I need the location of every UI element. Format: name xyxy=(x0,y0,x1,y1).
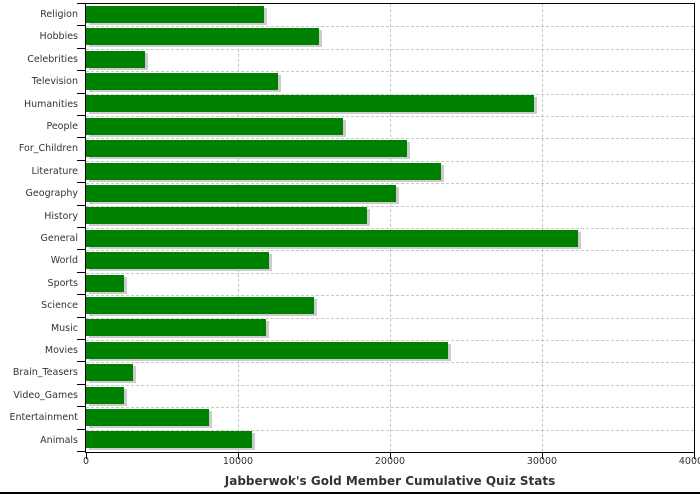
gridline-horizontal xyxy=(86,71,694,73)
gridline-horizontal xyxy=(86,407,694,409)
bar-general xyxy=(86,229,579,247)
gridline-horizontal xyxy=(86,205,694,207)
bar-religion xyxy=(86,5,264,23)
gridline-horizontal xyxy=(86,250,694,252)
gridline-horizontal xyxy=(86,340,694,341)
gridline-horizontal xyxy=(86,362,694,364)
category-label: General xyxy=(40,233,78,244)
y-tick-mark xyxy=(77,92,85,94)
bar-geography xyxy=(86,185,397,202)
y-tick-mark xyxy=(77,271,85,273)
category-label: Television xyxy=(31,76,78,88)
category-label: History xyxy=(44,210,78,222)
x-tick-mark xyxy=(390,453,391,459)
y-tick-mark xyxy=(77,3,85,4)
category-label: Brain_Teasers xyxy=(12,367,78,379)
x-tick-label: 30000 xyxy=(526,456,558,467)
gridline-horizontal xyxy=(86,295,694,297)
category-label: Movies xyxy=(44,345,78,356)
category-label: For_Children xyxy=(18,143,78,155)
y-tick-mark xyxy=(77,182,85,184)
category-label: Music xyxy=(50,322,78,334)
gridline-horizontal xyxy=(86,26,694,28)
category-label: Humanities xyxy=(23,98,78,110)
x-tick-label: 0 xyxy=(82,456,90,467)
category-label: Entertainment xyxy=(9,412,78,424)
y-tick-mark xyxy=(77,294,85,296)
y-tick-mark xyxy=(77,406,85,408)
gridline-horizontal xyxy=(86,93,694,95)
y-tick-mark xyxy=(77,361,85,363)
bar-celebrities xyxy=(86,50,145,68)
y-tick-mark xyxy=(77,339,85,340)
chart-title: Jabberwok's Gold Member Cumulative Quiz … xyxy=(224,474,556,488)
y-tick-mark xyxy=(77,316,85,318)
category-label: People xyxy=(46,121,78,132)
y-tick-mark xyxy=(77,428,85,430)
x-tick-label: 40000 xyxy=(678,456,700,467)
y-tick-mark xyxy=(77,204,85,206)
category-label: Video_Games xyxy=(13,389,78,401)
gridline-horizontal xyxy=(86,272,694,274)
bar-science xyxy=(86,297,314,314)
y-tick-mark xyxy=(77,25,85,27)
category-label: Science xyxy=(41,300,78,312)
gridline-horizontal xyxy=(86,228,694,229)
y-tick-mark xyxy=(77,227,85,228)
bar-for_children xyxy=(86,140,407,158)
x-tick-mark xyxy=(694,453,695,459)
gridline-horizontal xyxy=(86,116,694,117)
gridline-horizontal xyxy=(86,48,694,50)
bar-movies xyxy=(86,341,448,359)
bar-entertainment xyxy=(86,409,210,426)
gridline-horizontal xyxy=(86,183,694,185)
bar-world xyxy=(86,252,270,270)
y-tick-mark xyxy=(77,249,85,251)
category-label: Sports xyxy=(47,277,78,289)
x-tick-mark xyxy=(238,453,239,459)
bar-hobbies xyxy=(86,28,319,46)
x-tick-mark xyxy=(542,453,543,459)
category-label: Hobbies xyxy=(39,31,78,43)
bar-history xyxy=(86,207,368,225)
gridline-horizontal xyxy=(86,160,694,162)
gridline-horizontal xyxy=(86,429,694,431)
y-tick-mark xyxy=(77,383,85,385)
category-label: Celebrities xyxy=(27,53,78,65)
category-label: Literature xyxy=(31,165,78,177)
bar-television xyxy=(86,73,279,90)
bar-sports xyxy=(86,274,124,292)
y-tick-mark xyxy=(77,451,85,452)
bar-literature xyxy=(86,162,441,180)
bar-animals xyxy=(86,431,253,449)
bar-people xyxy=(86,117,343,135)
gridline-horizontal xyxy=(86,384,694,386)
x-tick-label: 10000 xyxy=(222,456,254,467)
bar-music xyxy=(86,319,267,337)
y-tick-mark xyxy=(77,70,85,72)
y-tick-mark xyxy=(77,137,85,139)
bar-brain_teasers xyxy=(86,364,134,382)
bottom-border xyxy=(0,492,700,494)
category-label: World xyxy=(50,255,78,267)
y-tick-mark xyxy=(77,115,85,116)
y-tick-mark xyxy=(77,159,85,161)
y-tick-mark xyxy=(77,47,85,49)
x-tick-label: 20000 xyxy=(374,456,406,467)
x-tick-mark xyxy=(86,453,87,459)
bar-humanities xyxy=(86,95,535,113)
plot-area xyxy=(85,3,695,453)
category-label: Animals xyxy=(40,434,78,446)
category-label: Geography xyxy=(25,188,78,200)
bar-video_games xyxy=(86,386,124,404)
category-label: Religion xyxy=(40,9,78,20)
gridline-horizontal xyxy=(86,317,694,319)
gridline-horizontal xyxy=(86,138,694,140)
